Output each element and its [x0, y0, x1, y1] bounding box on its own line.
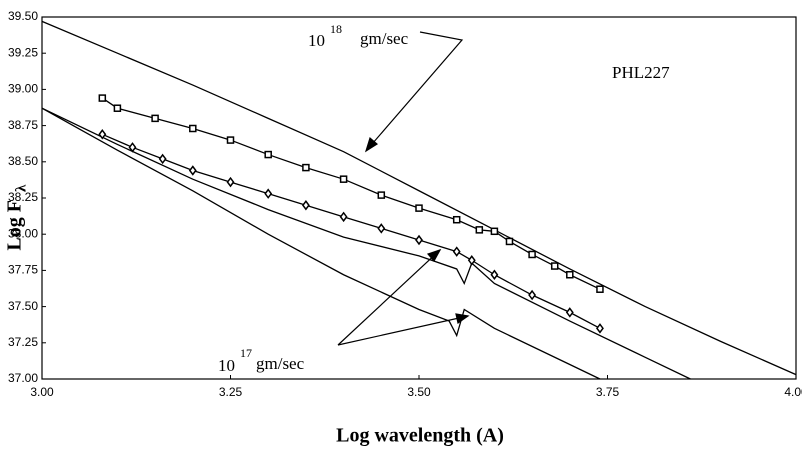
- square-marker: [113, 104, 122, 112]
- x-tick-label: 3.50: [407, 385, 431, 399]
- square-marker: [415, 204, 423, 212]
- diamond-marker: [98, 129, 107, 140]
- diamond-marker: [158, 153, 167, 165]
- arrowhead: [426, 248, 442, 263]
- y-tick-label: 39.00: [8, 82, 38, 96]
- annotation-sup: 18: [330, 22, 342, 36]
- square-marker: [528, 250, 536, 259]
- annotation-unit: gm/sec: [360, 29, 409, 48]
- diamond-marker: [377, 223, 386, 234]
- x-tick-label: 3.75: [596, 385, 620, 399]
- square-marker: [98, 94, 107, 102]
- diamond-marker: [264, 188, 273, 199]
- diamond-marker: [339, 211, 348, 223]
- series-line: [41, 107, 691, 380]
- square-marker: [377, 191, 386, 199]
- diamond-marker: [188, 165, 197, 176]
- square-marker: [452, 215, 461, 224]
- y-tick-label: 37.50: [8, 299, 38, 313]
- arrows: [337, 31, 470, 346]
- series-line: [41, 107, 601, 380]
- diamond-marker: [226, 176, 235, 188]
- square-marker: [550, 262, 559, 270]
- diamond-marker: [528, 289, 537, 301]
- square-marker: [302, 163, 310, 172]
- square-marker: [189, 124, 197, 133]
- x-tick-label: 3.25: [219, 385, 243, 399]
- y-tick-label: 39.50: [8, 9, 38, 23]
- square-marker: [596, 285, 604, 293]
- diamond-marker: [490, 269, 499, 280]
- diamond-marker: [565, 307, 574, 318]
- square-marker: [505, 237, 514, 246]
- arrow: [337, 249, 441, 346]
- y-axis-title-text: Log F: [4, 200, 26, 251]
- y-axis-title-sub: λ: [13, 184, 29, 192]
- square-marker: [490, 227, 499, 236]
- diamond-marker: [596, 323, 604, 334]
- x-axis-title: Log wavelength (A): [336, 425, 504, 447]
- x-tick-label: 4.00: [784, 385, 802, 399]
- diamond-marker: [415, 234, 423, 246]
- series-line: [101, 97, 601, 290]
- y-tick-label: 37.00: [8, 371, 38, 385]
- y-tick-label: 38.00: [8, 226, 38, 240]
- y-tick-label: 39.25: [8, 45, 38, 59]
- y-tick-label: 38.25: [8, 190, 38, 204]
- y-axis-title: Log F λ: [4, 184, 30, 251]
- square-marker: [264, 150, 272, 159]
- annotation: PHL227: [612, 63, 670, 82]
- square-marker: [339, 175, 348, 183]
- annotation: 10: [308, 31, 325, 50]
- arrow: [337, 315, 469, 346]
- diamond-marker: [452, 246, 461, 257]
- y-tick-label: 38.50: [8, 154, 38, 168]
- diamond-marker: [467, 255, 476, 266]
- square-marker: [151, 114, 159, 123]
- y-tick-label: 38.75: [8, 118, 38, 132]
- annotation: 10: [218, 356, 235, 375]
- y-tick-label: 37.75: [8, 263, 38, 277]
- square-marker: [566, 270, 574, 279]
- arrowhead: [364, 136, 379, 153]
- annotation-unit: gm/sec: [256, 354, 305, 373]
- arrow: [365, 31, 464, 152]
- diamond-marker: [301, 199, 310, 211]
- square-marker: [226, 136, 235, 144]
- square-marker: [475, 226, 484, 234]
- diamond-marker: [128, 142, 137, 153]
- series-line: [102, 133, 601, 329]
- series-line: [41, 20, 797, 376]
- plot-frame: [41, 16, 797, 380]
- annotation-sup: 17: [240, 346, 252, 360]
- y-tick-label: 37.25: [8, 335, 38, 349]
- x-tick-label: 3.00: [30, 385, 54, 399]
